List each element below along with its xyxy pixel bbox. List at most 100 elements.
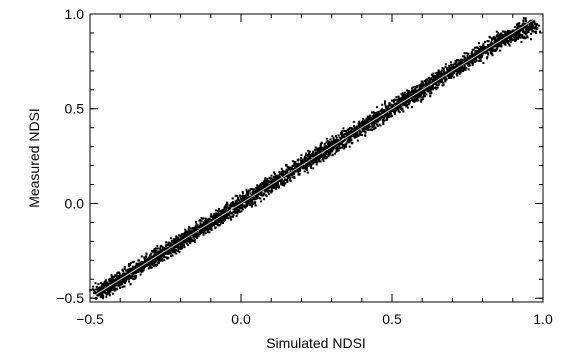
scatter-point [142, 269, 145, 272]
scatter-point [364, 134, 367, 137]
scatter-point [417, 96, 420, 99]
scatter-point [520, 41, 523, 44]
scatter-point [280, 167, 283, 170]
scatter-point [514, 34, 517, 37]
scatter-point [162, 253, 165, 256]
scatter-point [196, 236, 199, 239]
scatter-point [502, 39, 505, 42]
scatter-point [124, 280, 127, 283]
scatter-point [248, 199, 251, 201]
scatter-point [403, 91, 406, 94]
scatter-point [316, 158, 319, 161]
scatter-point [465, 52, 468, 55]
scatter-point [103, 283, 106, 286]
scatter-point [241, 197, 244, 200]
scatter-point [132, 260, 135, 263]
scatter-point [249, 188, 252, 191]
scatter-point [96, 292, 99, 295]
scatter-point [487, 40, 490, 43]
scatter-point [235, 199, 238, 202]
scatter-point [104, 289, 107, 292]
scatter-point [262, 192, 265, 195]
scatter-point [144, 259, 147, 261]
scatter-point [175, 240, 178, 243]
scatter-point [441, 84, 444, 87]
scatter-point [265, 182, 268, 185]
scatter-point [318, 147, 320, 150]
scatter-point [482, 62, 485, 64]
scatter-point [337, 134, 340, 137]
scatter-point [376, 106, 378, 109]
scatter-point [534, 32, 537, 35]
scatter-point [401, 95, 404, 98]
scatter-point [401, 109, 403, 111]
scatter-point [129, 267, 132, 270]
scatter-point [139, 273, 142, 276]
scatter-point [359, 124, 362, 127]
scatter-point [527, 26, 530, 29]
scatter-point [461, 61, 464, 64]
scatter-point [177, 237, 180, 240]
scatter-point [442, 77, 445, 80]
scatter-point [328, 149, 331, 152]
scatter-point [199, 227, 202, 229]
scatter-point [171, 244, 173, 247]
scatter-point [317, 151, 320, 154]
scatter-point [148, 260, 151, 263]
scatter-point [179, 235, 182, 238]
scatter-point [215, 209, 217, 212]
scatter-point [144, 256, 147, 259]
scatter-point [424, 83, 427, 86]
scatter-point [327, 140, 330, 143]
scatter-point [215, 215, 218, 218]
scatter-point [525, 25, 528, 28]
scatter-point [472, 48, 475, 51]
scatter-point [459, 71, 462, 74]
scatter-point [421, 82, 424, 85]
scatter-point [319, 154, 322, 157]
scatter-point [240, 207, 242, 209]
scatter-point [354, 128, 358, 132]
scatter-point [155, 260, 158, 262]
scatter-point [194, 228, 198, 232]
scatter-point [382, 123, 385, 126]
scatter-point [291, 168, 294, 171]
scatter-point [308, 160, 311, 163]
scatter-point [285, 163, 287, 166]
scatter-point [388, 102, 391, 105]
scatter-point [237, 198, 240, 201]
scatter-point [94, 282, 97, 285]
scatter-point [231, 197, 234, 200]
scatter-point [239, 196, 242, 199]
scatter-point [366, 115, 369, 118]
scatter-point [179, 246, 182, 249]
scatter-point [483, 47, 486, 50]
scatter-point [398, 106, 401, 109]
scatter-point [186, 233, 189, 236]
scatter-point [250, 199, 252, 202]
scatter-point [182, 234, 185, 237]
scatter-point [524, 23, 527, 25]
scatter-point [496, 47, 499, 50]
scatter-point [383, 111, 386, 114]
scatter-point [106, 288, 109, 291]
scatter-point [432, 75, 435, 78]
scatter-point [432, 72, 435, 75]
scatter-point [517, 31, 520, 34]
scatter-point [483, 50, 486, 53]
scatter-point [508, 44, 511, 47]
scatter-point [149, 262, 152, 265]
scatter-point [173, 243, 176, 246]
scatter-point [275, 184, 278, 187]
scatter-point [107, 282, 110, 285]
scatter-point [300, 159, 303, 162]
scatter-point [98, 293, 101, 296]
scatter-point [427, 89, 430, 92]
scatter-point [293, 175, 296, 178]
scatter-point [477, 52, 480, 55]
scatter-point [428, 79, 431, 82]
scatter-point [118, 281, 121, 284]
scatter-point [213, 212, 216, 215]
scatter-point [414, 90, 418, 94]
scatter-point [291, 164, 294, 167]
